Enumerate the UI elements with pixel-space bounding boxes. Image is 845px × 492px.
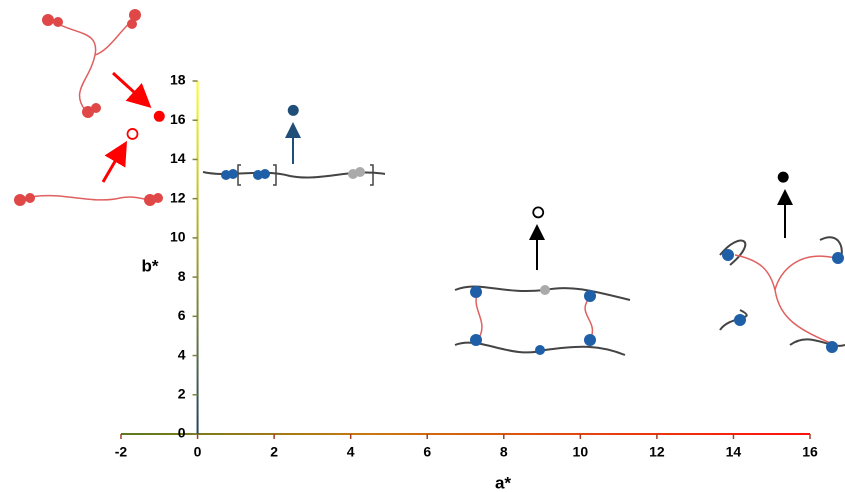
illustration-branched xyxy=(42,9,152,118)
x-tick-label: 10 xyxy=(573,444,589,460)
x-tick-label: 2 xyxy=(270,444,278,460)
y-tick-label: 14 xyxy=(170,150,186,166)
x-tick-label: -2 xyxy=(115,444,128,460)
data-point xyxy=(532,206,545,219)
illustration-linear-red xyxy=(14,140,163,206)
x-tick-label: 16 xyxy=(802,444,818,460)
data-point xyxy=(126,128,139,140)
illustration-network-1 xyxy=(454,224,631,356)
y-tick-label: 0 xyxy=(178,425,186,441)
x-tick-label: 14 xyxy=(726,444,742,460)
y-tick-label: 10 xyxy=(170,229,186,245)
y-tick-label: 2 xyxy=(178,385,186,401)
y-tick-label: 18 xyxy=(170,72,186,88)
illustration-network-2 xyxy=(719,189,845,353)
x-tick-label: 4 xyxy=(347,444,355,460)
x-tick-label: 8 xyxy=(500,444,508,460)
y-tick-label: 16 xyxy=(170,111,186,127)
y-tick-label: 12 xyxy=(170,189,186,205)
y-tick-label: 6 xyxy=(178,307,186,323)
data-point xyxy=(777,171,789,183)
x-tick-label: 6 xyxy=(423,444,431,460)
data-point xyxy=(153,110,165,122)
x-tick-label: 0 xyxy=(194,444,202,460)
y-axis-label: b* xyxy=(142,256,159,275)
x-axis-label: a* xyxy=(495,473,511,492)
x-tick-label: 12 xyxy=(649,444,665,460)
y-tick-label: 4 xyxy=(178,346,186,362)
illustration-linear-blue xyxy=(202,122,386,186)
plot-area: -2 0 2 4 6 8 10 12 14 16 0 2 4 6 8 10 12 14 16 18 xyxy=(115,72,818,460)
data-point xyxy=(287,104,299,116)
y-tick-label: 8 xyxy=(178,268,186,284)
